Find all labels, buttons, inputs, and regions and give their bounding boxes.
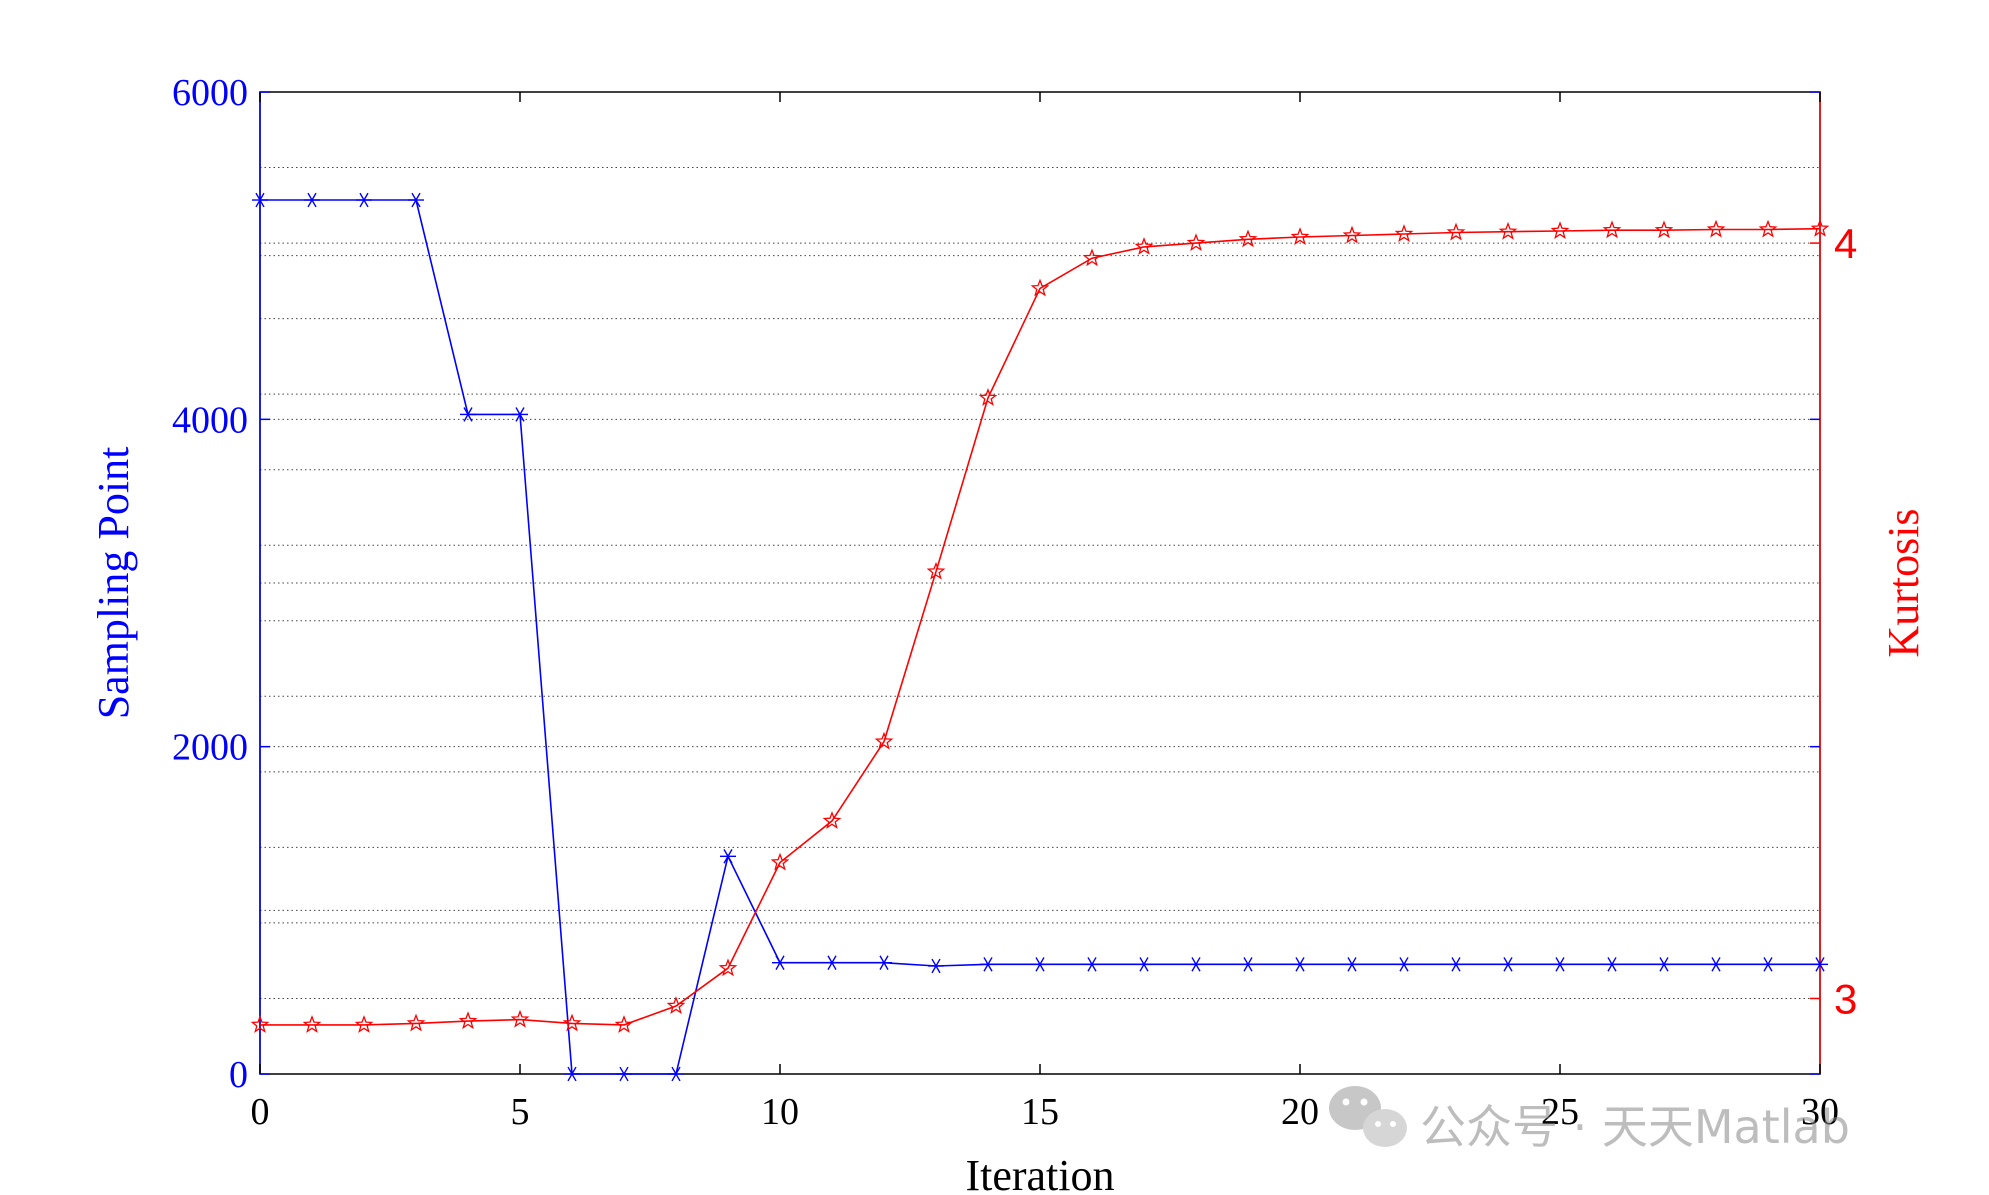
data-point-right — [926, 561, 946, 580]
x-tick-label: 0 — [251, 1091, 270, 1133]
x-tick-label: 10 — [761, 1091, 799, 1133]
data-point-left — [1240, 957, 1256, 972]
data-point-right — [1706, 219, 1726, 238]
grid-lines — [260, 167, 1820, 999]
data-point-left — [356, 192, 372, 208]
data-point-left — [876, 955, 892, 970]
data-point-left — [512, 407, 528, 422]
x-tick-label: 20 — [1281, 1091, 1319, 1133]
right-tick-label: 3 — [1834, 975, 1857, 1022]
left-axis-title: Sampling Point — [89, 447, 138, 720]
data-point-left — [1656, 957, 1672, 972]
data-point-right — [1186, 233, 1206, 251]
watermark: 公众号 · 天天Matlab — [1329, 1086, 1850, 1154]
left-tick-label: 2000 — [172, 727, 248, 769]
data-point-right — [510, 1009, 530, 1028]
left-tick-label: 6000 — [172, 72, 248, 114]
data-point-left — [772, 955, 788, 970]
data-point-left — [1448, 957, 1464, 972]
right-axis-title: Kurtosis — [1879, 508, 1928, 657]
left-tick-label: 0 — [229, 1054, 248, 1096]
data-point-left — [1032, 957, 1048, 972]
left-tick-label: 4000 — [172, 399, 248, 441]
data-point-right — [1134, 237, 1154, 255]
series-line-right — [260, 227, 1821, 1026]
data-point-left — [824, 955, 840, 970]
data-point-left — [1500, 957, 1516, 972]
data-point-right — [406, 1013, 426, 1032]
data-point-left — [720, 849, 736, 864]
x-tick-label: 30 — [1801, 1091, 1839, 1133]
data-point-right — [1654, 220, 1674, 239]
data-point-right — [250, 1015, 270, 1033]
data-point-right — [1238, 229, 1258, 248]
data-point-left — [1708, 957, 1724, 972]
data-point-right — [1550, 221, 1570, 239]
watermark-text: 公众号 · 天天Matlab — [1420, 1100, 1850, 1154]
data-point-right — [978, 388, 998, 406]
data-point-right — [1602, 220, 1622, 239]
data-point-left — [1188, 957, 1204, 972]
data-point-left — [1760, 957, 1776, 972]
data-point-right — [302, 1015, 322, 1033]
data-point-right — [1082, 248, 1102, 267]
data-point-right — [614, 1015, 634, 1033]
right-axis-ticks: 34 — [1810, 220, 1857, 1022]
x-axis-ticks: 0 5 10 15 20 25 30 — [251, 92, 1839, 1133]
series-line-left — [260, 199, 1820, 1075]
x-tick-label: 15 — [1021, 1091, 1059, 1133]
series-group — [250, 192, 1830, 1082]
x-axis-title: Iteration — [965, 1151, 1114, 1195]
wechat-logo-icon — [1329, 1086, 1407, 1147]
data-point-left — [304, 192, 320, 208]
data-point-right — [874, 731, 894, 750]
data-point-left — [668, 1066, 684, 1082]
data-point-left — [1136, 957, 1152, 972]
data-point-right — [1810, 218, 1830, 237]
data-point-left — [564, 1066, 580, 1082]
data-point-left — [1812, 957, 1828, 972]
data-point-left — [1396, 957, 1412, 972]
data-point-left — [408, 192, 424, 208]
data-point-left — [1604, 957, 1620, 972]
data-point-left — [1552, 957, 1568, 972]
data-point-right — [1342, 225, 1362, 244]
data-point-right — [1758, 219, 1778, 238]
data-point-right — [1394, 224, 1414, 242]
data-point-right — [770, 852, 790, 871]
x-tick-label: 25 — [1541, 1091, 1579, 1133]
data-point-right — [562, 1013, 582, 1032]
data-point-left — [252, 192, 268, 208]
data-point-right — [718, 958, 738, 977]
data-point-right — [1498, 221, 1518, 240]
data-point-left — [1084, 957, 1100, 972]
data-point-right — [354, 1015, 374, 1033]
data-point-right — [1446, 222, 1466, 241]
data-point-left — [980, 957, 996, 972]
data-point-right — [1290, 227, 1310, 245]
data-point-left — [460, 407, 476, 422]
data-point-right — [1030, 278, 1050, 297]
data-point-left — [928, 958, 944, 974]
right-tick-label: 4 — [1834, 220, 1857, 267]
data-point-right — [666, 996, 686, 1014]
data-point-left — [1344, 957, 1360, 972]
data-point-right — [458, 1011, 478, 1030]
data-point-left — [616, 1066, 632, 1082]
x-tick-label: 5 — [511, 1091, 530, 1133]
data-point-left — [1292, 957, 1308, 972]
data-point-right — [822, 811, 842, 829]
left-axis-ticks: 0 2000 4000 6000 — [172, 72, 1820, 1096]
